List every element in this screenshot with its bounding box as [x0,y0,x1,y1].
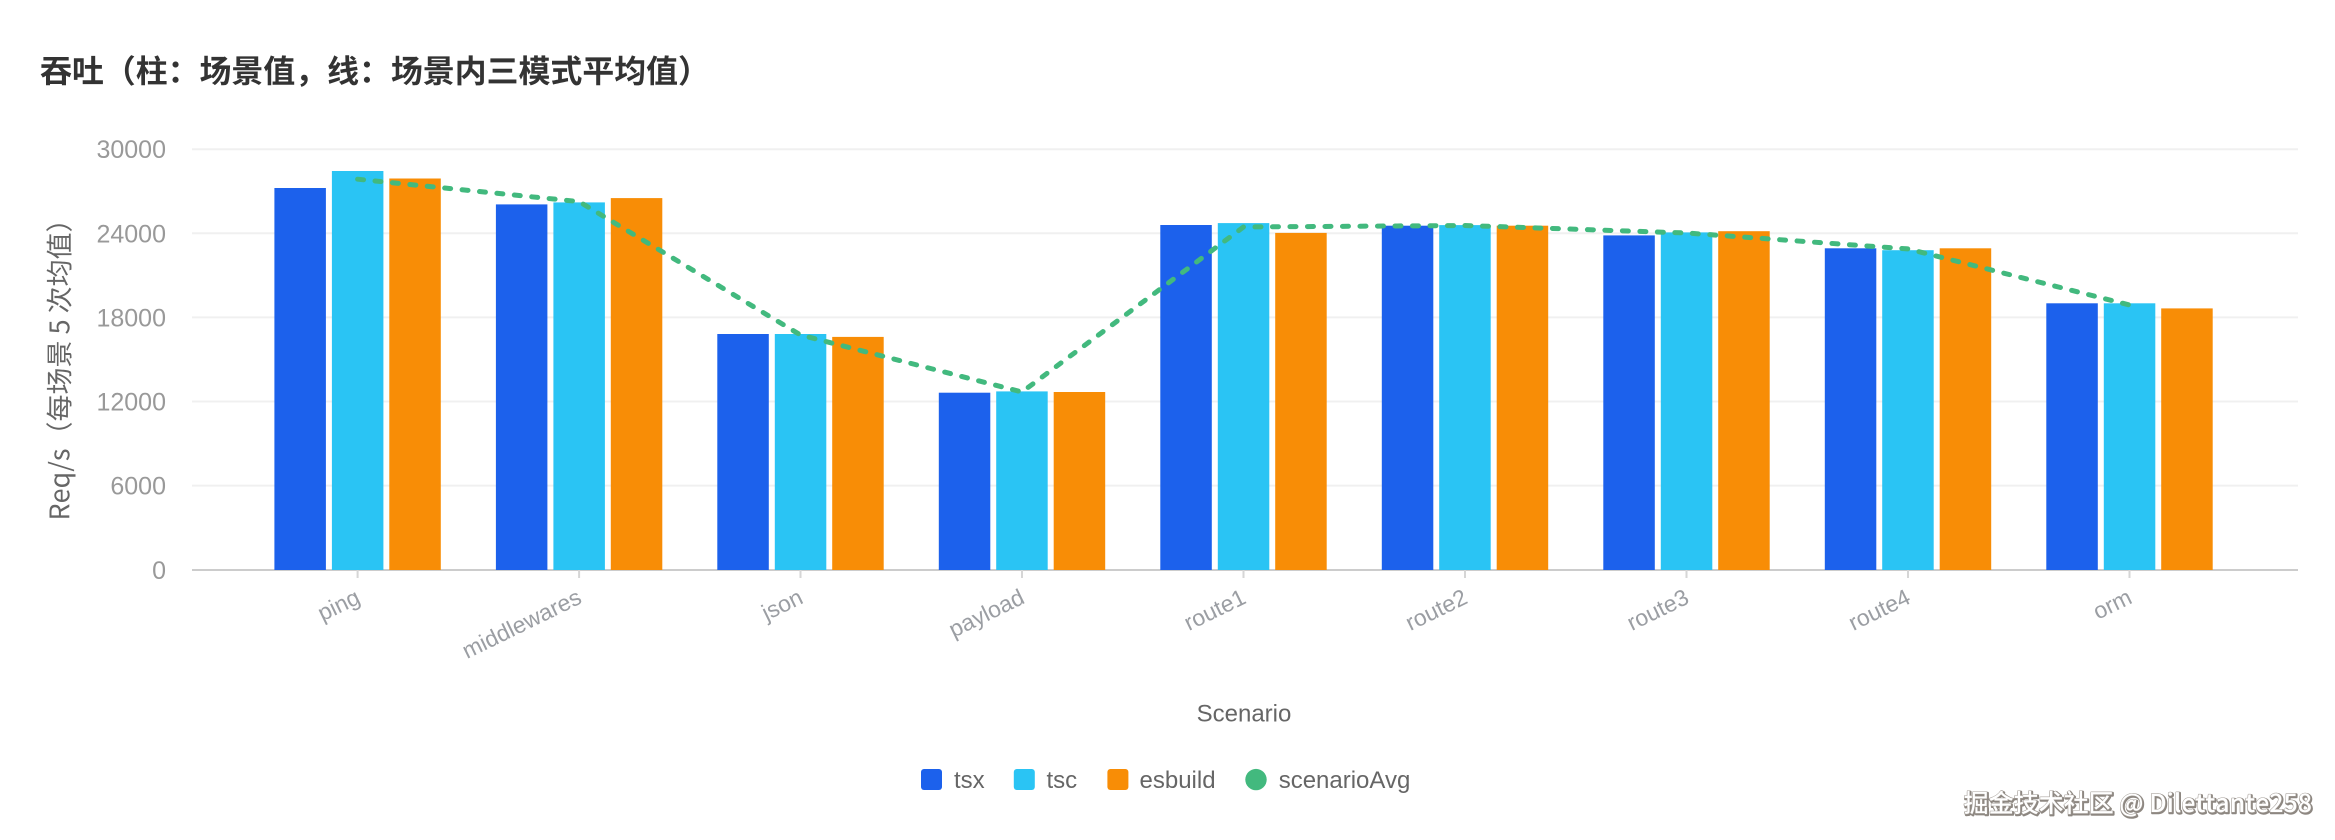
svg-text:orm: orm [2089,584,2136,625]
svg-text:route3: route3 [1623,584,1693,636]
svg-text:6000: 6000 [110,473,166,501]
svg-text:json: json [756,584,806,626]
svg-text:12000: 12000 [96,389,166,417]
svg-text:payload: payload [944,584,1028,643]
svg-text:route1: route1 [1180,584,1250,636]
svg-text:18000: 18000 [96,304,166,332]
svg-text:24000: 24000 [96,220,166,248]
svg-text:ping: ping [313,584,363,626]
svg-text:Scenario: Scenario [1197,701,1292,728]
svg-text:scenarioAvg: scenarioAvg [1279,767,1411,794]
svg-text:middlewares: middlewares [458,584,585,664]
svg-text:esbuild: esbuild [1140,767,1216,794]
svg-text:route4: route4 [1844,584,1914,636]
svg-text:route2: route2 [1401,584,1471,636]
svg-text:tsc: tsc [1047,767,1078,794]
svg-text:tsx: tsx [954,767,985,794]
svg-text:30000: 30000 [96,136,166,164]
svg-text:0: 0 [152,557,166,585]
